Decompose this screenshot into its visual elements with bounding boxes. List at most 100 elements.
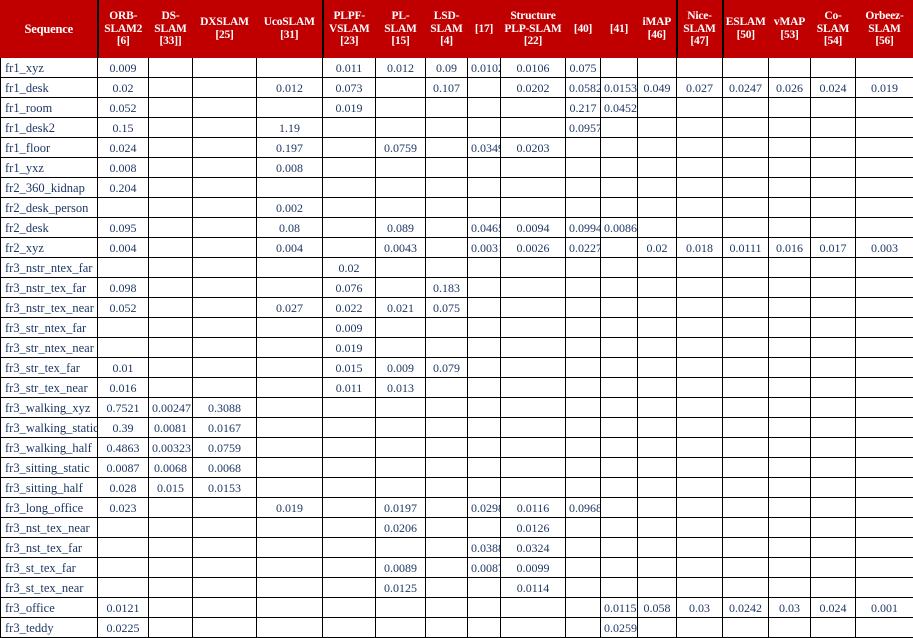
data-cell: 0.0043 bbox=[376, 238, 426, 258]
data-cell: 0.015 bbox=[149, 478, 193, 498]
data-cell: 0.02 bbox=[323, 258, 376, 278]
data-cell bbox=[566, 518, 601, 538]
data-cell bbox=[811, 418, 856, 438]
data-cell bbox=[468, 518, 501, 538]
table-body: fr1_xyz0.0090.0110.0120.090.01020.01060.… bbox=[1, 58, 913, 638]
data-cell bbox=[323, 198, 376, 218]
data-cell bbox=[811, 478, 856, 498]
data-cell bbox=[501, 278, 566, 298]
data-cell: 0.0115 bbox=[601, 598, 638, 618]
data-cell bbox=[723, 618, 769, 638]
data-cell bbox=[257, 278, 323, 298]
data-cell: 0.015 bbox=[323, 358, 376, 378]
data-cell bbox=[193, 238, 257, 258]
header-imap: iMAP[46] bbox=[638, 1, 677, 58]
data-cell bbox=[811, 118, 856, 138]
data-cell bbox=[376, 418, 426, 438]
data-cell bbox=[856, 338, 913, 358]
data-cell: 0.075 bbox=[426, 298, 468, 318]
data-cell bbox=[468, 318, 501, 338]
data-cell: 0.0116 bbox=[501, 498, 566, 518]
data-cell bbox=[601, 178, 638, 198]
data-cell bbox=[426, 258, 468, 278]
data-cell bbox=[193, 378, 257, 398]
sequence-name-cell: fr2_desk bbox=[1, 218, 98, 238]
header-col-name: vMAP bbox=[774, 16, 805, 28]
header-plpf-vslam: PLPF-VSLAM[23] bbox=[323, 1, 376, 58]
data-cell: 0.024 bbox=[811, 78, 856, 98]
data-cell bbox=[811, 398, 856, 418]
data-cell: 0.0968 bbox=[566, 498, 601, 518]
data-cell bbox=[257, 378, 323, 398]
data-cell bbox=[257, 338, 323, 358]
data-cell bbox=[638, 538, 677, 558]
data-cell: 1.19 bbox=[257, 118, 323, 138]
data-cell: 0.0582 bbox=[566, 78, 601, 98]
data-cell bbox=[468, 178, 501, 198]
data-cell bbox=[811, 458, 856, 478]
data-cell bbox=[677, 618, 723, 638]
data-cell bbox=[323, 118, 376, 138]
data-cell bbox=[149, 258, 193, 278]
data-cell bbox=[426, 538, 468, 558]
data-cell bbox=[426, 158, 468, 178]
data-cell bbox=[856, 218, 913, 238]
data-cell bbox=[193, 218, 257, 238]
data-cell bbox=[601, 398, 638, 418]
data-cell: 0.0153 bbox=[193, 478, 257, 498]
data-cell bbox=[257, 618, 323, 638]
data-cell: 0.098 bbox=[98, 278, 149, 298]
data-cell: 0.0225 bbox=[98, 618, 149, 638]
data-cell bbox=[769, 498, 811, 518]
data-cell: 0.0068 bbox=[193, 458, 257, 478]
data-cell bbox=[323, 498, 376, 518]
data-cell bbox=[426, 238, 468, 258]
data-cell bbox=[723, 178, 769, 198]
data-cell bbox=[468, 118, 501, 138]
data-cell bbox=[856, 58, 913, 78]
data-cell: 0.39 bbox=[98, 418, 149, 438]
data-cell bbox=[601, 278, 638, 298]
header-col-ref: [25] bbox=[215, 29, 233, 41]
data-cell bbox=[376, 398, 426, 418]
data-cell bbox=[149, 278, 193, 298]
data-cell bbox=[501, 378, 566, 398]
data-cell: 0.0227 bbox=[566, 238, 601, 258]
data-cell bbox=[566, 278, 601, 298]
data-cell bbox=[468, 258, 501, 278]
data-cell bbox=[257, 398, 323, 418]
data-cell bbox=[677, 138, 723, 158]
data-cell: 0.03 bbox=[769, 598, 811, 618]
data-cell bbox=[566, 298, 601, 318]
data-cell bbox=[723, 498, 769, 518]
data-cell bbox=[149, 338, 193, 358]
data-cell bbox=[193, 578, 257, 598]
data-cell: 0.0203 bbox=[501, 138, 566, 158]
data-cell bbox=[323, 538, 376, 558]
data-cell bbox=[638, 438, 677, 458]
data-cell: 0.0349 bbox=[468, 138, 501, 158]
data-cell bbox=[856, 378, 913, 398]
sequence-name-cell: fr1_desk2 bbox=[1, 118, 98, 138]
data-cell: 0.009 bbox=[376, 358, 426, 378]
data-cell bbox=[468, 438, 501, 458]
data-cell: 0.0121 bbox=[98, 598, 149, 618]
data-cell bbox=[426, 458, 468, 478]
data-cell bbox=[601, 538, 638, 558]
data-cell bbox=[426, 418, 468, 438]
sequence-name-cell: fr2_360_kidnap bbox=[1, 178, 98, 198]
data-cell bbox=[769, 558, 811, 578]
data-cell bbox=[501, 618, 566, 638]
data-cell: 0.0957 bbox=[566, 118, 601, 138]
data-cell bbox=[723, 58, 769, 78]
data-cell: 0.0759 bbox=[376, 138, 426, 158]
data-cell bbox=[501, 338, 566, 358]
data-cell bbox=[723, 158, 769, 178]
header-col-name: ESLAM bbox=[726, 16, 766, 28]
data-cell bbox=[856, 578, 913, 598]
header-col-name: PLPF-VSLAM bbox=[329, 10, 370, 35]
data-cell bbox=[723, 378, 769, 398]
data-cell bbox=[811, 438, 856, 458]
